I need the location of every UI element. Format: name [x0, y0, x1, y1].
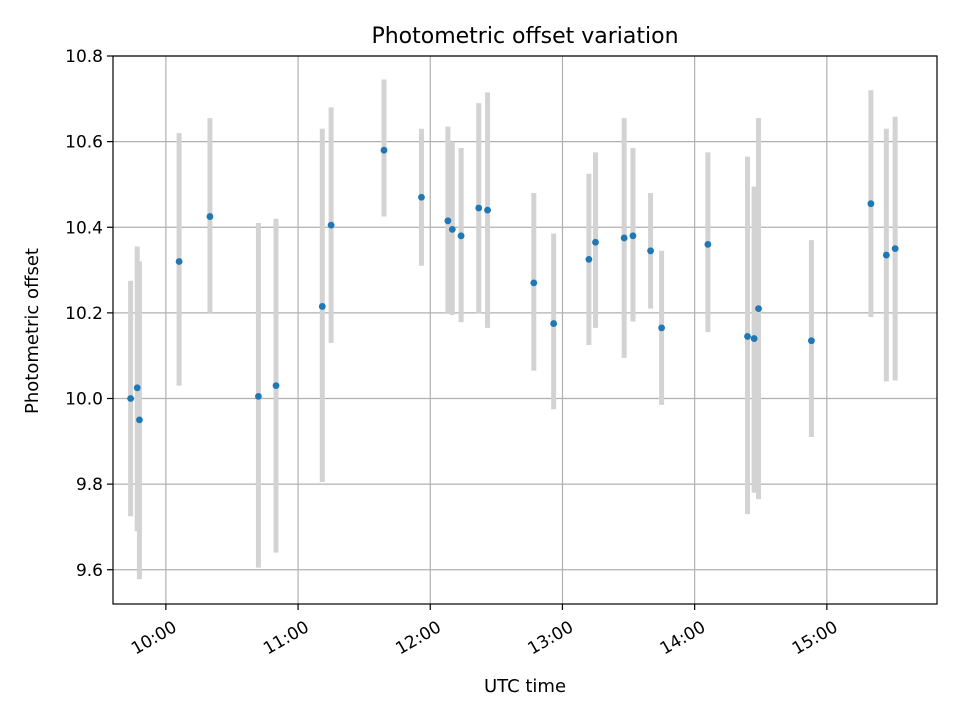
y-tick-label: 10.4 [65, 218, 103, 238]
grid-lines [113, 55, 937, 604]
data-point [444, 217, 452, 225]
data-point [704, 240, 712, 248]
data-point [750, 335, 758, 342]
data-point [620, 234, 628, 242]
data-point [418, 193, 425, 201]
y-tick-label: 9.6 [76, 561, 103, 581]
data-point [136, 416, 143, 424]
chart-title: Photometric offset variation [371, 24, 678, 49]
data-point [808, 337, 815, 345]
data-point [380, 146, 388, 154]
data-point [484, 206, 491, 214]
data-point [585, 255, 593, 263]
y-axis-ticks: 9.6 9.8 10.0 10.2 10.4 10.6 10.8 [65, 47, 113, 581]
data-point [592, 238, 599, 246]
plot-frame [112, 55, 938, 605]
data-point [882, 251, 890, 259]
data-point [891, 245, 899, 253]
y-tick-label: 10.2 [65, 304, 103, 324]
data-point [457, 232, 465, 240]
data-point [475, 204, 483, 212]
data-point [530, 279, 538, 287]
y-tick-label: 10.6 [65, 133, 103, 153]
data-points [127, 146, 899, 424]
data-point [255, 392, 262, 400]
data-point [744, 333, 751, 340]
y-axis-label: Photometric offset [22, 248, 43, 414]
data-point [175, 258, 183, 265]
y-tick-label: 10.0 [65, 390, 103, 410]
data-point [448, 225, 456, 233]
data-point [755, 305, 762, 312]
data-point [629, 232, 637, 240]
data-point [133, 384, 141, 392]
data-point [658, 324, 665, 332]
data-point [318, 303, 326, 310]
data-point [550, 320, 558, 327]
data-point [206, 213, 214, 220]
data-point [647, 247, 654, 255]
x-axis-label: UTC time [484, 676, 566, 697]
y-tick-label: 10.8 [65, 47, 103, 67]
data-point [867, 200, 875, 208]
data-point [327, 221, 335, 229]
y-tick-label: 9.8 [76, 475, 103, 495]
data-point [127, 395, 135, 402]
data-point [272, 382, 280, 390]
